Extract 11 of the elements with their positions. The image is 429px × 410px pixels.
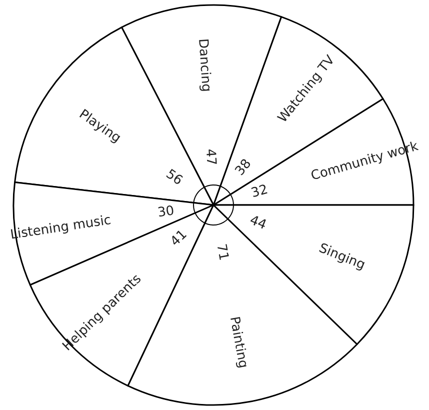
- data-label: 32: [250, 182, 270, 202]
- data-label: 38: [232, 156, 255, 179]
- data-label: 41: [168, 227, 190, 250]
- slice-label: Listening music: [9, 212, 112, 243]
- slice-label: Painting: [226, 315, 250, 370]
- data-label: 44: [248, 212, 268, 234]
- data-label: 71: [213, 242, 231, 262]
- data-label: 56: [162, 166, 186, 189]
- data-label: 30: [156, 203, 176, 221]
- data-label: 47: [202, 148, 218, 166]
- slice-label: Dancing: [195, 38, 214, 92]
